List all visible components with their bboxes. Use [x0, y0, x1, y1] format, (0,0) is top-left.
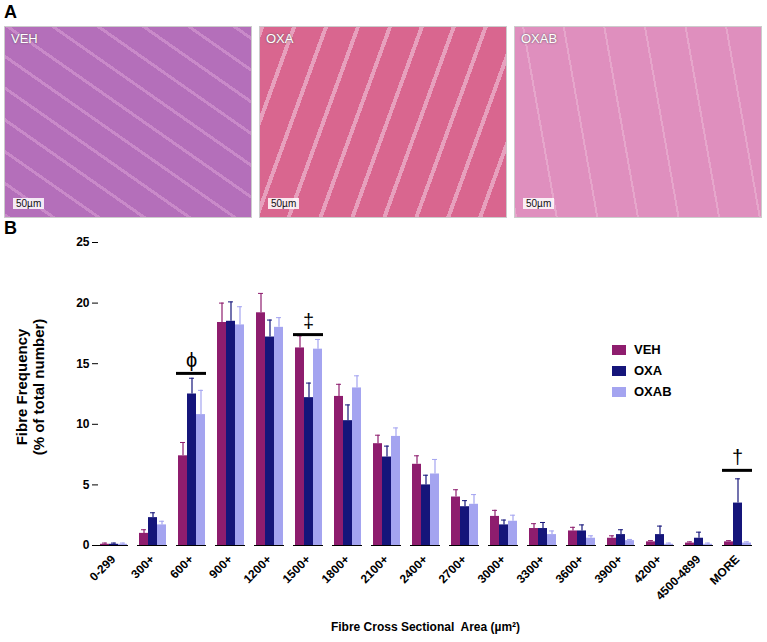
html-text:OXA: OXA	[634, 363, 663, 378]
html-text:B: B	[4, 218, 17, 238]
html-text:50µm: 50µm	[526, 198, 552, 209]
svg-text:2700+: 2700+	[436, 552, 470, 586]
svg-text:0-299: 0-299	[87, 552, 119, 584]
svg-text:20: 20	[76, 296, 90, 310]
svg-text:5: 5	[83, 478, 90, 492]
svg-text:600+: 600+	[167, 552, 196, 581]
svg-text:3600+: 3600+	[553, 552, 587, 586]
html-text:A: A	[4, 2, 17, 22]
svg-text:‡: ‡	[303, 310, 314, 332]
svg-text:10: 10	[76, 417, 90, 431]
html-text:OXAB: OXAB	[521, 31, 558, 46]
svg-text:3000+: 3000+	[475, 552, 509, 586]
html-text:(% of total number): (% of total number)	[30, 318, 47, 456]
svg-text:1500+: 1500+	[280, 552, 314, 586]
html-text:VEH: VEH	[634, 342, 661, 357]
html-text:VEH: VEH	[11, 31, 38, 46]
svg-text:900+: 900+	[206, 552, 235, 581]
svg-text:3300+: 3300+	[514, 552, 548, 586]
svg-text:†: †	[732, 446, 743, 468]
svg-text:2400+: 2400+	[397, 552, 431, 586]
svg-text:MORE: MORE	[707, 552, 742, 587]
svg-text:ϕ: ϕ	[186, 349, 197, 371]
html-text:50µm: 50µm	[16, 198, 42, 209]
svg-text:Fibre Cross Sectional Area (µ: Fibre Cross Sectional Area (µm²)	[331, 620, 520, 634]
svg-text:2100+: 2100+	[358, 552, 392, 586]
svg-text:1800+: 1800+	[319, 552, 353, 586]
html-text:OXAB: OXAB	[634, 384, 672, 399]
svg-text:25: 25	[76, 235, 90, 249]
svg-text:15: 15	[76, 357, 90, 371]
html-text:Fibre Frequency: Fibre Frequency	[13, 328, 30, 446]
svg-text:3900+: 3900+	[592, 552, 626, 586]
svg-text:1200+: 1200+	[241, 552, 275, 586]
svg-text:4200+: 4200+	[631, 552, 665, 586]
svg-text:4500-4899: 4500-4899	[653, 552, 704, 603]
svg-text:0: 0	[83, 538, 90, 552]
html-text:OXA: OXA	[266, 31, 294, 46]
html-text:50µm: 50µm	[271, 198, 297, 209]
svg-text:300+: 300+	[128, 552, 157, 581]
